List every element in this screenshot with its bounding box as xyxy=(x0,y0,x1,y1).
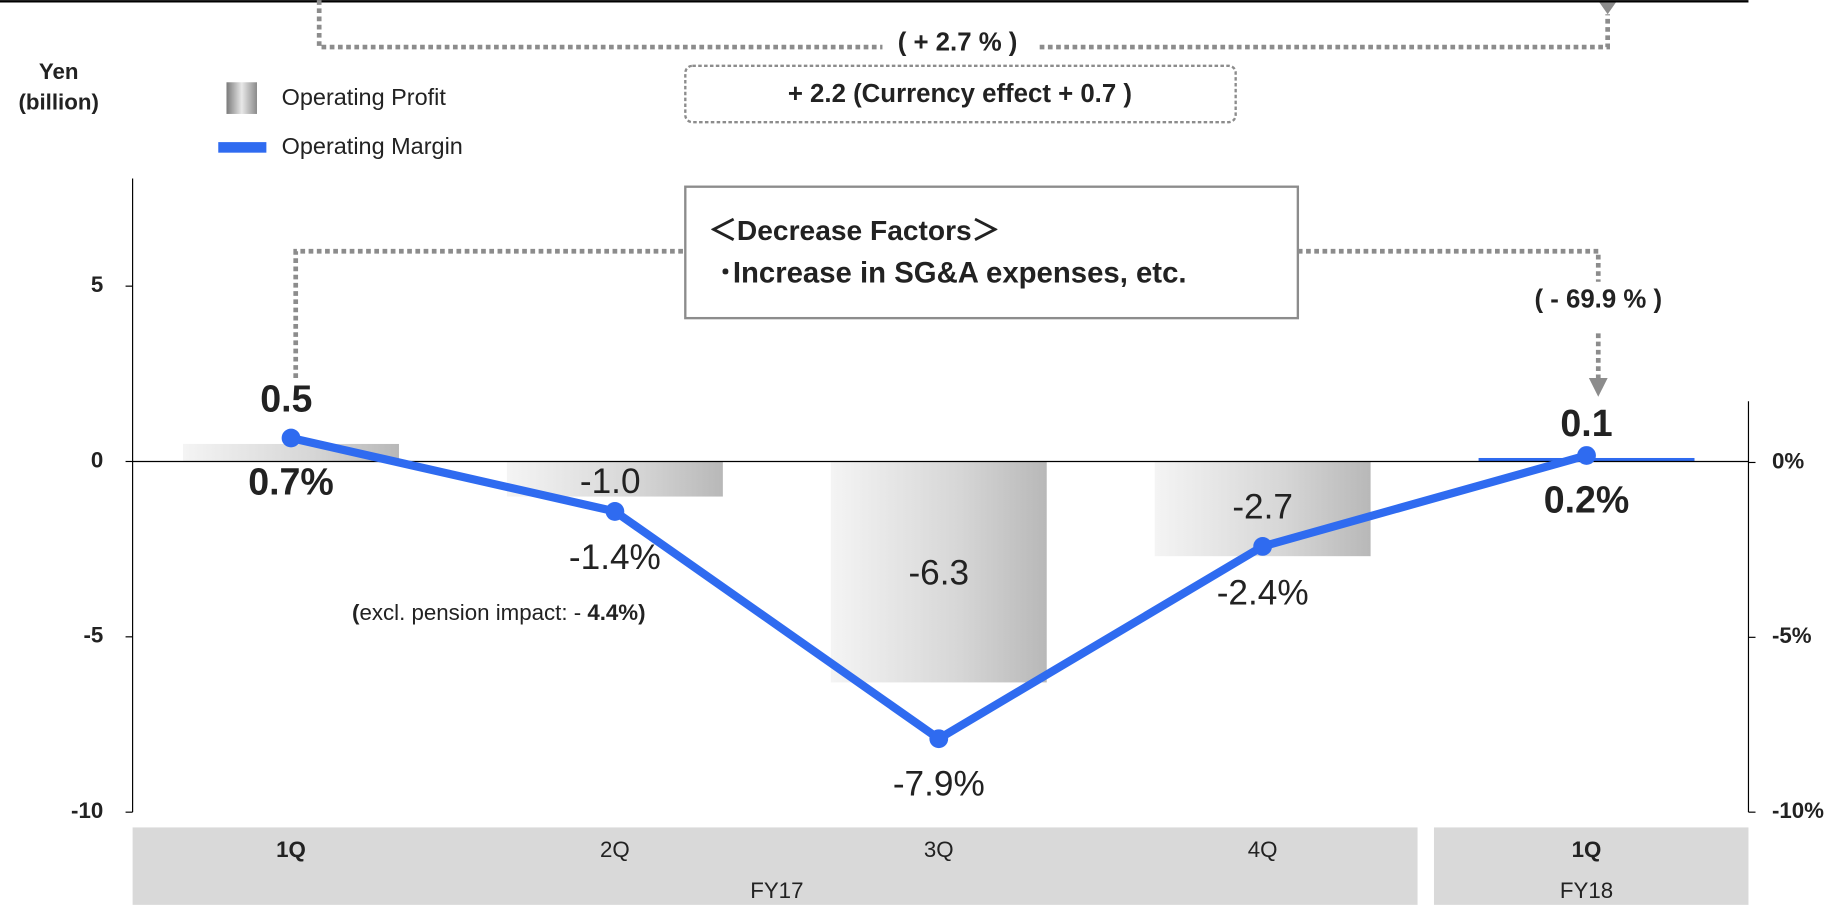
group-label: FY18 xyxy=(1560,878,1613,903)
y-tick-label: -5 xyxy=(83,623,103,648)
bar-value-label: -6.3 xyxy=(908,553,969,592)
factor-box xyxy=(684,185,1300,320)
legend-swatch xyxy=(218,142,267,153)
change-box xyxy=(684,64,1237,124)
line-value-label: -7.9% xyxy=(893,765,985,804)
y2-tick-label: -5% xyxy=(1772,623,1812,648)
legend-label: Operating Profit xyxy=(282,84,447,110)
y2-tick-label: 0% xyxy=(1772,448,1804,473)
bar-value-label: 0.1 xyxy=(1560,402,1612,444)
x-tick-label: 1Q xyxy=(1572,837,1602,862)
group-label: FY17 xyxy=(750,878,803,903)
note-part: excl. pension impact: - xyxy=(359,600,587,625)
y-tick-label: 5 xyxy=(91,272,103,297)
arrow xyxy=(1588,377,1608,397)
y-tick-label: -10 xyxy=(71,798,103,823)
annotation: (excl. pension impact: - 4.4%) xyxy=(352,600,646,625)
line-point xyxy=(605,502,625,521)
y-tick-label: 0 xyxy=(91,447,103,472)
x-tick-label: 4Q xyxy=(1248,837,1278,862)
line-value-label: 0.7% xyxy=(248,461,334,503)
x-tick-label: 1Q xyxy=(276,837,306,862)
line-value-label: -2.4% xyxy=(1217,573,1309,612)
arrow xyxy=(1599,2,1616,15)
category-band xyxy=(1433,827,1749,905)
yoy-connector xyxy=(316,0,1610,50)
x-tick-label: 2Q xyxy=(600,837,630,862)
y-axis-label: Yen xyxy=(39,59,79,84)
line-value-label: 0.2% xyxy=(1544,478,1630,520)
x-tick-label: 3Q xyxy=(924,837,954,862)
line-point xyxy=(929,729,949,749)
legend-swatch xyxy=(226,82,257,114)
line-value-label: -1.4% xyxy=(569,538,661,577)
bar-value-label: 0.5 xyxy=(260,377,312,419)
y-axis-label: (billion) xyxy=(18,89,98,114)
bar xyxy=(506,461,723,497)
note-part: 4.4%) xyxy=(587,600,645,625)
legend-label: Operating Margin xyxy=(282,133,463,159)
category-band xyxy=(132,827,1418,905)
y2-tick-label: -10% xyxy=(1772,798,1824,823)
bar xyxy=(830,461,1047,683)
annotation: ( + 2.7 % ) xyxy=(898,28,1018,56)
annotation: ＜Decrease Factors＞ xyxy=(709,215,1000,246)
note-part: ( xyxy=(352,600,360,625)
annotation: ( - 69.9 % ) xyxy=(1534,285,1662,313)
line-point xyxy=(1577,446,1596,465)
annotation: + 2.2 (Currency effect + 0.7 ) xyxy=(788,80,1132,108)
bar-value-label: -1.0 xyxy=(580,462,641,501)
annotation: ･Increase in SG&A expenses, etc. xyxy=(718,256,1186,289)
line-point xyxy=(1253,537,1273,556)
line-point xyxy=(281,428,301,448)
factor-connector xyxy=(293,248,1601,378)
bar-value-label: -2.7 xyxy=(1232,488,1293,527)
